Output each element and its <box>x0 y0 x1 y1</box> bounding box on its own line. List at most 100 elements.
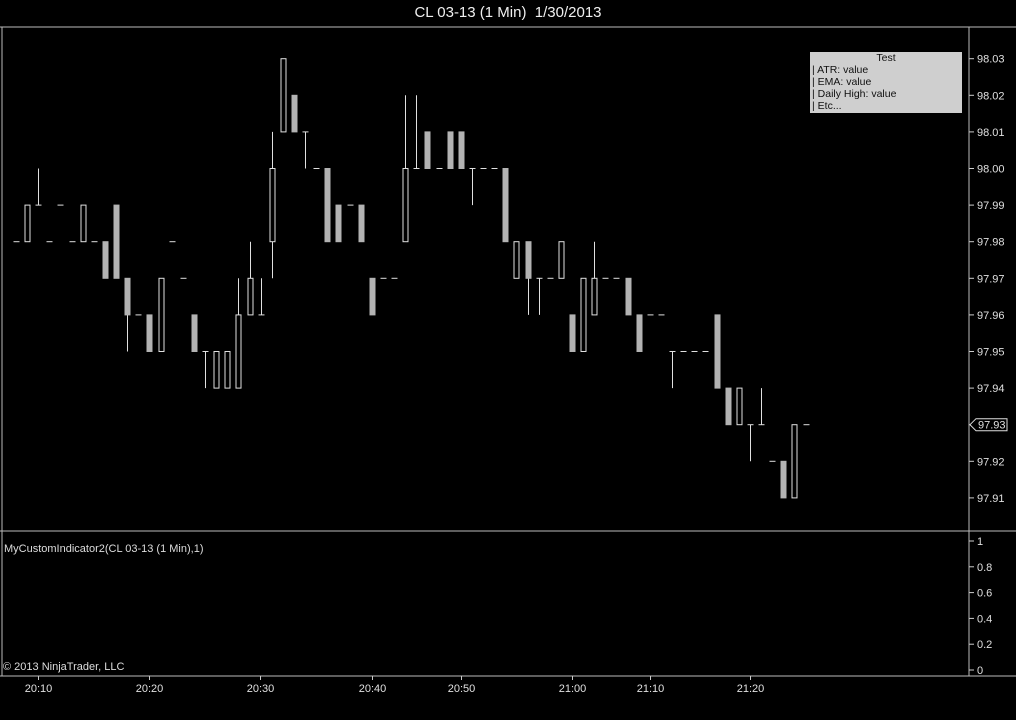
bar-body <box>502 168 509 243</box>
price-bar <box>625 277 632 316</box>
price-bar <box>780 460 787 499</box>
time-tick-label: 21:20 <box>737 683 765 695</box>
price-bar <box>269 131 276 279</box>
bar-body <box>24 204 31 243</box>
time-tick-label: 20:30 <box>247 683 275 695</box>
bar-body <box>213 351 220 389</box>
bar-body <box>402 168 409 243</box>
indicator-tick-label: 0.6 <box>977 588 992 600</box>
indicator-tick-label: 1 <box>977 536 983 548</box>
last-price-label: 97.93 <box>978 420 1006 432</box>
bar-body <box>324 168 331 243</box>
price-bar <box>202 351 209 389</box>
price-bar <box>102 241 109 279</box>
indicator-tick-label: 0 <box>977 665 983 677</box>
price-axis[interactable]: 97.91 97.92 97.93 97.94 97.95 97.96 97.97 97.98… <box>969 54 1008 505</box>
price-bar <box>513 241 520 279</box>
indicator-tick-label: 0.2 <box>977 639 992 651</box>
last-price-marker <box>969 418 1008 432</box>
bar-body <box>102 241 109 279</box>
price-bar <box>224 351 231 389</box>
price-bar <box>424 131 431 169</box>
price-bar <box>35 168 42 206</box>
price-bar <box>146 314 153 352</box>
price-bar <box>158 277 165 352</box>
price-bar <box>235 278 242 389</box>
price-bar <box>402 95 409 243</box>
price-bar <box>413 95 420 169</box>
bar-body <box>369 277 376 316</box>
price-tick-label: 97.96 <box>977 310 1005 322</box>
indicator-label: MyCustomIndicator2(CL 03-13 (1 Min),1) <box>4 543 204 555</box>
bar-body <box>124 277 131 316</box>
price-bar <box>725 387 732 426</box>
price-tick-label: 98.03 <box>977 54 1005 66</box>
price-tick-label: 98.01 <box>977 127 1005 139</box>
bar-body <box>513 241 520 279</box>
price-bar <box>358 204 365 243</box>
bar-body <box>191 314 198 352</box>
price-bar <box>324 168 331 243</box>
price-tick-label: 97.95 <box>977 347 1005 359</box>
price-bar <box>213 351 220 389</box>
price-bar <box>502 168 509 243</box>
price-bar <box>24 204 31 243</box>
price-bar <box>591 241 598 316</box>
price-bar <box>525 241 532 315</box>
price-bar <box>258 278 265 316</box>
time-tick-label: 21:10 <box>637 683 665 695</box>
price-tick-label: 98.02 <box>977 90 1005 102</box>
bar-body <box>580 277 587 352</box>
bar-body <box>569 314 576 352</box>
price-tick-label: 97.91 <box>977 493 1005 505</box>
price-bar <box>124 277 131 352</box>
indicator-tick-label: 0.4 <box>977 613 992 625</box>
time-tick-label: 21:00 <box>559 683 587 695</box>
price-tick-label: 97.99 <box>977 200 1005 212</box>
bar-body <box>113 204 120 279</box>
price-bar <box>758 388 765 426</box>
price-bar <box>569 314 576 352</box>
bar-body <box>780 460 787 499</box>
bar-body <box>458 131 465 169</box>
bar-body <box>636 314 643 352</box>
price-bar <box>714 314 721 389</box>
price-bar <box>335 204 342 243</box>
price-bar <box>580 277 587 352</box>
price-bar <box>458 131 465 169</box>
price-bar <box>302 131 309 169</box>
bar-body <box>269 168 276 243</box>
time-tick-label: 20:20 <box>136 683 164 695</box>
price-bar <box>736 387 743 426</box>
info-box-line-ema: | EMA: value <box>812 76 872 88</box>
price-tick-label: 97.98 <box>977 237 1005 249</box>
time-tick-label: 20:40 <box>359 683 387 695</box>
bar-body <box>235 314 242 389</box>
bar-body <box>558 241 565 279</box>
info-box: Test | ATR: value | EMA: value | Daily H… <box>810 52 962 113</box>
time-axis[interactable]: 20:10 20:20 20:30 20:40 20:50 21:00 21:10 21:20 <box>25 676 765 695</box>
price-bar <box>247 241 254 316</box>
price-bar <box>791 424 798 499</box>
bar-body <box>714 314 721 389</box>
time-tick-label: 20:50 <box>448 683 476 695</box>
bar-body <box>146 314 153 352</box>
bar-body <box>447 131 454 169</box>
price-bar <box>113 204 120 279</box>
info-box-line-atr: | ATR: value <box>812 64 869 76</box>
price-bar <box>747 424 754 462</box>
chart-title: CL 03-13 (1 Min) 1/30/2013 <box>414 4 602 21</box>
price-tick-label: 97.92 <box>977 456 1005 468</box>
bar-body <box>291 94 298 133</box>
price-bar <box>558 241 565 279</box>
price-bar <box>369 277 376 316</box>
bar-body <box>224 351 231 389</box>
indicator-tick-label: 0.8 <box>977 562 992 574</box>
indicator-axis[interactable]: 0 0.2 0.4 0.6 0.8 1 <box>969 536 992 677</box>
price-bar <box>447 131 454 169</box>
bar-body <box>280 58 287 133</box>
price-bar <box>80 204 87 243</box>
price-bar <box>469 168 476 206</box>
bar-body <box>525 241 532 279</box>
